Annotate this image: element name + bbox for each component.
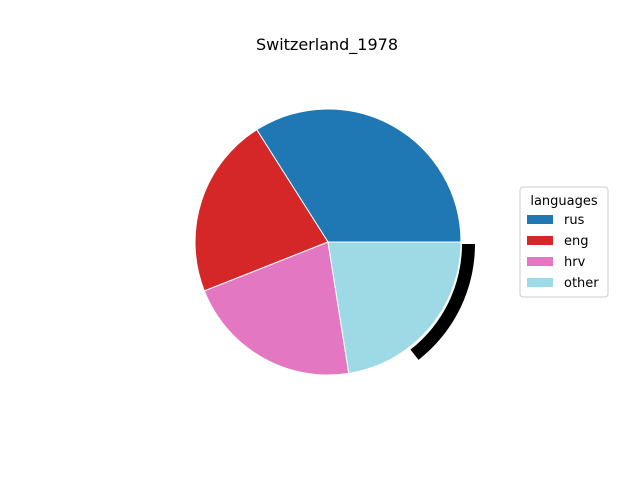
legend-swatch-eng — [527, 236, 553, 245]
pie-slice-other — [327, 241, 462, 374]
legend-label-rus: rus — [564, 213, 585, 228]
highlight-layer — [410, 244, 475, 360]
legend-title: languages — [530, 194, 598, 209]
legend-label-eng: eng — [564, 234, 589, 249]
legend-label-hrv: hrv — [564, 255, 586, 270]
pie-slice-eng — [194, 129, 329, 292]
legend-swatch-rus — [527, 215, 553, 224]
legend-swatch-hrv — [527, 257, 553, 266]
legend-label-other: other — [564, 276, 599, 291]
pie-slices — [194, 108, 462, 376]
pie-slice-hrv — [203, 241, 350, 376]
legend-items: rus eng hrv other — [527, 213, 599, 291]
legend-frame — [519, 186, 609, 298]
chart-title: Switzerland_1978 — [256, 35, 398, 55]
highlight-arc-other — [410, 244, 475, 360]
legend: languages rus eng hrv other — [519, 186, 609, 298]
pie-slice-rus — [256, 108, 462, 243]
legend-swatch-other — [527, 278, 553, 287]
